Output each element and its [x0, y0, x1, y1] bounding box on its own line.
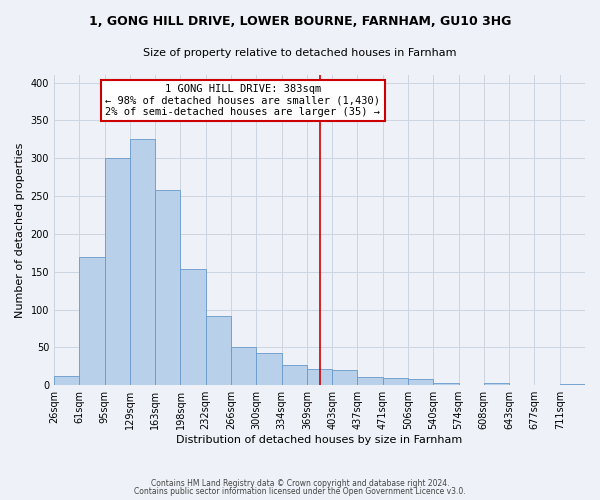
Text: Size of property relative to detached houses in Farnham: Size of property relative to detached ho… — [143, 48, 457, 58]
Text: Contains public sector information licensed under the Open Government Licence v3: Contains public sector information licen… — [134, 487, 466, 496]
Bar — [358, 377, 383, 385]
Bar — [79, 256, 104, 385]
Bar — [307, 368, 332, 385]
Bar — [206, 316, 231, 385]
Text: 1, GONG HILL DRIVE, LOWER BOURNE, FARNHAM, GU10 3HG: 1, GONG HILL DRIVE, LOWER BOURNE, FARNHA… — [89, 15, 511, 28]
Bar — [155, 190, 181, 385]
Y-axis label: Number of detached properties: Number of detached properties — [15, 142, 25, 318]
Bar — [383, 378, 408, 385]
Bar — [484, 383, 509, 385]
Bar — [560, 384, 585, 385]
X-axis label: Distribution of detached houses by size in Farnham: Distribution of detached houses by size … — [176, 435, 463, 445]
Bar — [281, 365, 307, 385]
Bar — [181, 270, 206, 385]
Text: 1 GONG HILL DRIVE: 383sqm
← 98% of detached houses are smaller (1,430)
2% of sem: 1 GONG HILL DRIVE: 383sqm ← 98% of detac… — [106, 84, 380, 117]
Bar — [332, 370, 358, 385]
Bar — [130, 140, 155, 385]
Text: Contains HM Land Registry data © Crown copyright and database right 2024.: Contains HM Land Registry data © Crown c… — [151, 478, 449, 488]
Bar — [256, 354, 281, 385]
Bar — [104, 158, 130, 385]
Bar — [408, 379, 433, 385]
Bar — [433, 383, 458, 385]
Bar — [231, 348, 256, 385]
Bar — [54, 376, 79, 385]
